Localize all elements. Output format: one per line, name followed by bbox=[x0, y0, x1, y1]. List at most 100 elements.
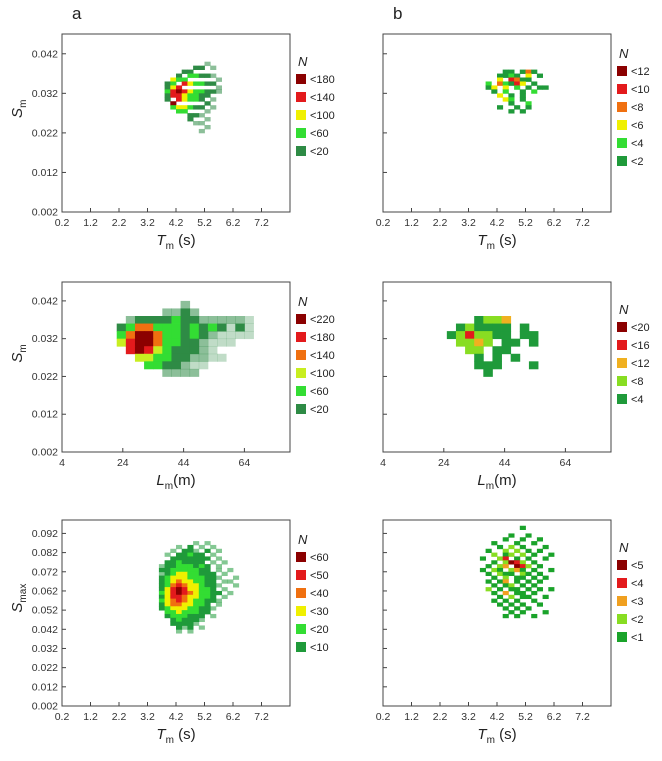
heatmap-cell bbox=[170, 602, 177, 607]
heatmap-cell bbox=[144, 361, 154, 370]
heatmap-cell bbox=[187, 587, 194, 592]
panel-label-b: b bbox=[393, 4, 402, 23]
heatmap-cell bbox=[502, 583, 509, 588]
heatmap-cell bbox=[144, 353, 154, 362]
heatmap-cell bbox=[198, 610, 205, 615]
heatmap-cell bbox=[187, 583, 194, 588]
heatmap-cell bbox=[193, 105, 200, 110]
heatmap-cell bbox=[531, 81, 538, 86]
heatmap-cell bbox=[226, 323, 236, 332]
heatmap-cell bbox=[531, 590, 538, 596]
legend-swatch bbox=[296, 332, 306, 342]
heatmap-cell bbox=[244, 323, 254, 332]
heatmap-cell bbox=[217, 316, 227, 324]
heatmap-cell bbox=[525, 85, 532, 90]
heatmap-cell bbox=[531, 552, 538, 557]
heatmap-cell bbox=[474, 361, 484, 370]
heatmap-cell bbox=[221, 594, 228, 600]
heatmap-cell bbox=[193, 594, 200, 600]
heatmap-cell bbox=[193, 65, 200, 70]
legend-entry: <60 bbox=[310, 128, 329, 140]
heatmap-cell bbox=[502, 85, 509, 90]
heatmap-cell bbox=[170, 89, 177, 94]
legend-title: N bbox=[298, 54, 308, 69]
y-tick-labels bbox=[383, 53, 387, 213]
heatmap-cell bbox=[134, 353, 145, 362]
y-tick-label: 0.022 bbox=[32, 371, 58, 383]
heatmap-cell bbox=[204, 124, 211, 130]
x-tick-label: 4 bbox=[380, 457, 386, 469]
heatmap-cell bbox=[226, 338, 236, 347]
heatmap-cell bbox=[514, 567, 521, 573]
heatmap-cell bbox=[187, 97, 194, 102]
heatmap-cell bbox=[193, 575, 200, 580]
y-tick-labels bbox=[383, 532, 387, 707]
heatmap-cell bbox=[215, 590, 222, 596]
heatmap-cell bbox=[158, 564, 165, 569]
heatmap-cell bbox=[164, 590, 171, 596]
plot-frame bbox=[61, 281, 291, 453]
heatmap-cell bbox=[171, 316, 181, 324]
heatmap-cell bbox=[158, 594, 165, 600]
heatmap-cell bbox=[204, 101, 211, 106]
heatmap-cell bbox=[508, 587, 515, 592]
heatmap-cell bbox=[144, 323, 154, 332]
heatmap-cell bbox=[497, 567, 504, 573]
heatmap-cell bbox=[187, 602, 194, 607]
heatmap-cell bbox=[235, 316, 245, 324]
heatmap-cell bbox=[491, 560, 498, 565]
legend-swatch bbox=[617, 394, 627, 404]
heatmap-cell bbox=[210, 590, 217, 596]
legend-entry: <100 bbox=[310, 110, 335, 122]
heatmap-cell bbox=[474, 346, 484, 355]
legend-swatch bbox=[617, 578, 627, 588]
heatmap-cell bbox=[215, 602, 222, 607]
heatmap-cells bbox=[158, 541, 240, 634]
x-tick-label: 6.2 bbox=[547, 711, 562, 723]
heatmap-cells bbox=[479, 525, 555, 619]
legend-title: N bbox=[298, 532, 308, 547]
heatmap-cell bbox=[171, 368, 181, 377]
heatmap-cells bbox=[164, 61, 222, 134]
heatmap-cell bbox=[116, 331, 127, 340]
heatmap-cell bbox=[525, 587, 532, 592]
heatmap-cell bbox=[514, 564, 521, 569]
legend-entry: <140 bbox=[310, 92, 335, 104]
heatmap-cell bbox=[176, 93, 183, 98]
heatmap-cell bbox=[164, 560, 171, 565]
heatmap-cell bbox=[514, 541, 521, 546]
heatmap-cell bbox=[189, 323, 200, 332]
heatmap-cell bbox=[162, 346, 172, 355]
heatmap-cell bbox=[542, 556, 549, 561]
heatmap-cell bbox=[207, 316, 218, 324]
heatmap-cell bbox=[153, 353, 163, 362]
legend-swatch bbox=[296, 128, 306, 138]
heatmap-cell bbox=[198, 560, 205, 565]
heatmap-cell bbox=[519, 77, 526, 82]
heatmap-cell bbox=[531, 541, 538, 546]
heatmap-cell bbox=[514, 613, 521, 619]
legend-swatch bbox=[296, 368, 306, 378]
heatmap-cell bbox=[187, 560, 194, 565]
heatmap-cell bbox=[525, 579, 532, 584]
heatmap-cell bbox=[455, 338, 466, 347]
y-axis-label: Sm bbox=[9, 344, 29, 362]
heatmap-cell bbox=[210, 594, 217, 600]
heatmap-cell bbox=[519, 575, 526, 580]
heatmap-cell bbox=[198, 353, 209, 362]
heatmap-cell bbox=[187, 564, 194, 569]
legend-swatch bbox=[296, 110, 306, 120]
legend-entry: <20 bbox=[310, 624, 329, 636]
heatmap-cell bbox=[204, 602, 211, 607]
heatmap-cell bbox=[204, 541, 211, 546]
heatmap-cell bbox=[227, 567, 234, 573]
legend: N<60 <50 <40 <30 <20 <10 bbox=[296, 532, 329, 654]
heatmap-cell bbox=[181, 548, 188, 553]
heatmap-cell bbox=[519, 552, 526, 557]
heatmap-cell bbox=[180, 346, 191, 355]
legend-swatch bbox=[617, 138, 627, 148]
heatmap-cell bbox=[492, 316, 502, 324]
heatmap-cell bbox=[198, 73, 205, 78]
x-tick-label: 3.2 bbox=[461, 217, 476, 229]
heatmap-cell bbox=[548, 552, 555, 557]
